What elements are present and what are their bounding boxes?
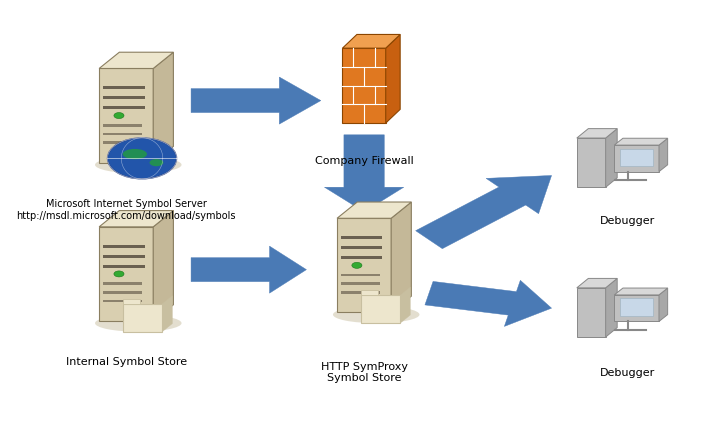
Polygon shape — [577, 128, 617, 138]
Polygon shape — [360, 290, 379, 295]
Polygon shape — [337, 202, 411, 218]
Polygon shape — [360, 295, 400, 323]
Ellipse shape — [149, 159, 164, 166]
Polygon shape — [191, 246, 306, 293]
Polygon shape — [614, 295, 659, 321]
Text: HTTP SymProxy
Symbol Store: HTTP SymProxy Symbol Store — [321, 362, 407, 383]
Text: Debugger: Debugger — [600, 368, 655, 378]
Polygon shape — [606, 128, 617, 187]
Polygon shape — [102, 291, 143, 294]
Polygon shape — [99, 211, 173, 227]
Polygon shape — [606, 279, 617, 337]
Circle shape — [352, 262, 362, 268]
Polygon shape — [102, 300, 143, 302]
Polygon shape — [162, 296, 172, 332]
Ellipse shape — [333, 306, 420, 323]
Polygon shape — [614, 288, 668, 295]
Polygon shape — [154, 52, 173, 163]
Polygon shape — [659, 288, 668, 321]
Polygon shape — [620, 149, 653, 166]
Polygon shape — [400, 287, 410, 323]
Polygon shape — [577, 288, 606, 337]
Ellipse shape — [95, 156, 182, 173]
Circle shape — [114, 113, 124, 119]
Polygon shape — [154, 211, 173, 321]
Polygon shape — [102, 255, 144, 258]
Polygon shape — [102, 265, 144, 268]
Polygon shape — [341, 236, 382, 239]
Text: Company Firewall: Company Firewall — [315, 156, 413, 166]
Polygon shape — [386, 34, 400, 123]
Text: Microsoft Internet Symbol Server
http://msdl.microsoft.com/download/symbols: Microsoft Internet Symbol Server http://… — [17, 199, 236, 220]
Polygon shape — [102, 106, 144, 109]
Polygon shape — [99, 52, 173, 68]
Polygon shape — [577, 138, 606, 187]
Polygon shape — [102, 86, 144, 89]
Polygon shape — [102, 96, 144, 99]
Polygon shape — [123, 299, 141, 304]
Polygon shape — [614, 138, 668, 145]
Polygon shape — [391, 202, 411, 312]
Polygon shape — [342, 48, 386, 123]
Circle shape — [114, 271, 124, 277]
Polygon shape — [102, 141, 143, 144]
Polygon shape — [102, 133, 143, 135]
Text: Internal Symbol Store: Internal Symbol Store — [66, 357, 187, 367]
Circle shape — [107, 138, 177, 179]
Polygon shape — [341, 291, 381, 294]
Polygon shape — [341, 256, 382, 259]
Polygon shape — [425, 280, 552, 327]
Polygon shape — [337, 218, 391, 312]
Polygon shape — [102, 282, 143, 285]
Polygon shape — [614, 145, 659, 172]
Polygon shape — [342, 34, 400, 48]
Polygon shape — [415, 175, 552, 249]
Polygon shape — [341, 274, 381, 276]
Polygon shape — [102, 245, 144, 248]
Polygon shape — [324, 135, 404, 212]
Ellipse shape — [95, 315, 182, 332]
Polygon shape — [99, 227, 154, 321]
Polygon shape — [102, 124, 143, 127]
Polygon shape — [659, 138, 668, 172]
Polygon shape — [99, 68, 154, 163]
Polygon shape — [620, 298, 653, 316]
Polygon shape — [341, 246, 382, 249]
Polygon shape — [577, 279, 617, 288]
Polygon shape — [191, 77, 321, 124]
Text: Debugger: Debugger — [600, 216, 655, 226]
Ellipse shape — [123, 149, 147, 159]
Polygon shape — [123, 304, 162, 332]
Polygon shape — [341, 282, 381, 285]
